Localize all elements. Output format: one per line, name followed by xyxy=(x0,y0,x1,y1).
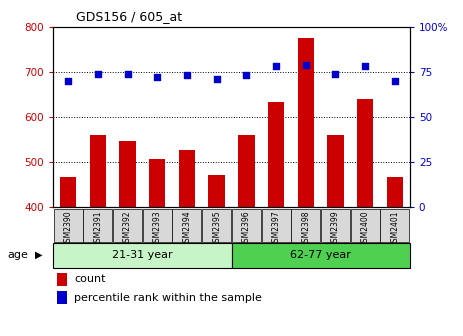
Bar xyxy=(298,38,314,207)
Text: percentile rank within the sample: percentile rank within the sample xyxy=(74,293,262,303)
Text: GDS156 / 605_at: GDS156 / 605_at xyxy=(76,10,182,23)
Text: ▶: ▶ xyxy=(35,250,42,260)
Bar xyxy=(232,209,261,242)
Point xyxy=(243,73,250,78)
Bar xyxy=(327,135,344,207)
Text: GSM2390: GSM2390 xyxy=(63,211,73,247)
Text: 62-77 year: 62-77 year xyxy=(290,250,351,260)
Point xyxy=(213,76,220,82)
Bar xyxy=(202,209,231,242)
Point xyxy=(154,75,161,80)
Point xyxy=(64,78,72,84)
Bar xyxy=(113,209,142,242)
Bar xyxy=(291,209,320,242)
Text: GSM2397: GSM2397 xyxy=(272,211,281,247)
Bar xyxy=(172,209,201,242)
Bar xyxy=(119,140,136,207)
Bar xyxy=(149,159,165,207)
Text: count: count xyxy=(74,274,106,284)
Bar xyxy=(57,273,67,286)
Point xyxy=(362,64,369,69)
Bar xyxy=(208,175,225,207)
Bar xyxy=(83,209,113,242)
Text: 21-31 year: 21-31 year xyxy=(112,250,173,260)
Point xyxy=(302,62,309,67)
Text: GSM2392: GSM2392 xyxy=(123,211,132,247)
Bar xyxy=(90,135,106,207)
Point xyxy=(94,71,101,76)
Text: GSM2396: GSM2396 xyxy=(242,211,251,247)
Point xyxy=(183,73,191,78)
Point xyxy=(272,64,280,69)
Bar xyxy=(357,99,373,207)
Point xyxy=(391,78,399,84)
Bar xyxy=(387,177,403,207)
Text: GSM2401: GSM2401 xyxy=(390,211,400,247)
Bar xyxy=(350,209,380,242)
Bar xyxy=(232,243,410,268)
Point xyxy=(332,71,339,76)
Text: GSM2395: GSM2395 xyxy=(212,211,221,247)
Bar xyxy=(321,209,350,242)
Bar xyxy=(268,102,284,207)
Text: age: age xyxy=(7,250,28,260)
Bar xyxy=(54,209,82,242)
Text: GSM2393: GSM2393 xyxy=(153,211,162,247)
Text: GSM2400: GSM2400 xyxy=(361,211,369,247)
Point xyxy=(124,71,131,76)
Text: GSM2394: GSM2394 xyxy=(182,211,191,247)
Bar xyxy=(57,292,67,304)
Text: GSM2391: GSM2391 xyxy=(94,211,102,247)
Bar xyxy=(143,209,172,242)
Bar xyxy=(53,243,232,268)
Bar xyxy=(60,177,76,207)
Text: GSM2398: GSM2398 xyxy=(301,211,310,247)
Bar xyxy=(179,150,195,207)
Bar xyxy=(381,209,409,242)
Text: GSM2399: GSM2399 xyxy=(331,211,340,247)
Bar xyxy=(238,135,255,207)
Bar xyxy=(262,209,291,242)
